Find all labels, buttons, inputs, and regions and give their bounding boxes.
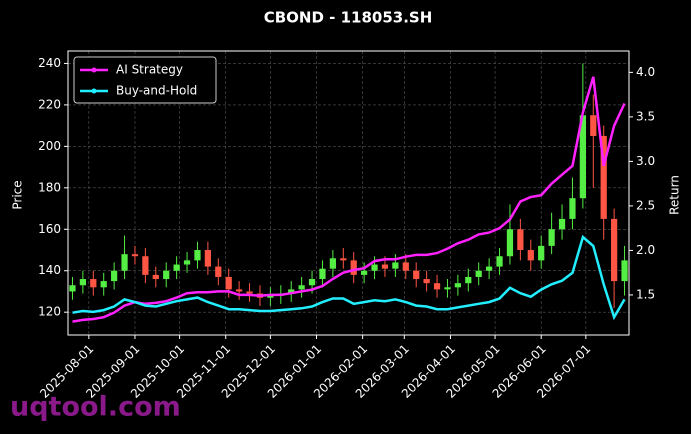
candle-body [111,270,118,282]
candle-body [465,276,472,284]
candle-body [433,283,441,290]
candle-body [288,289,295,294]
candle-body [558,218,566,230]
watermark: uqtool.com [10,392,181,423]
candle-body [236,289,243,292]
candle-body [371,264,378,271]
series-line [72,234,626,321]
candle-body [173,264,180,271]
y2-tick-label: 1.5 [636,287,655,301]
y-tick-label: 200 [38,139,61,153]
candle-body [579,115,586,199]
candle-body [340,258,347,261]
candle-body [267,295,274,298]
legend-label: Buy-and-Hold [116,84,197,98]
candle-body [225,276,232,290]
y2-axis-label: Return [668,175,682,215]
y-tick-label: 240 [38,56,61,70]
y-tick-label: 140 [38,263,61,277]
candle-body [215,266,222,277]
candle-body [121,254,128,271]
candle-body [496,256,503,267]
y-tick-label: 160 [38,222,61,236]
legend-label: AI Strategy [116,63,183,77]
plot-frame [67,50,630,336]
y-axis-label: Price [11,180,25,209]
candle-body [90,279,97,288]
candle-body [486,266,493,271]
y2-tick-label: 2.5 [636,198,655,212]
legend-box [73,56,217,104]
candle-body [152,274,159,280]
candle-body [506,229,514,257]
candle-body [183,260,191,265]
legend-marker [91,88,97,94]
candle-body [308,279,316,286]
candle-body [361,270,368,275]
candle-body [100,281,107,288]
legend-marker [91,67,97,73]
candle-body [454,283,461,288]
candle-body [350,260,357,275]
candle-body [527,250,534,261]
candle-body [621,260,628,282]
y2-tick-label: 4.0 [636,65,655,79]
candle-body [413,270,420,280]
candle-body [204,250,211,267]
y-tick-label: 120 [38,305,61,319]
candle-body [79,279,86,286]
candle-body [548,229,555,246]
candle-body [163,270,170,280]
legend: AI Strategy Buy-and-Hold [73,56,217,104]
candle-body [590,115,597,136]
candle-body [402,262,409,271]
candle-body [517,229,524,251]
candle-body [600,135,607,219]
candle-body [319,268,326,280]
y-tick-label: 180 [38,180,61,194]
y2-tick-label: 2.0 [636,243,655,257]
candle-body [475,270,482,277]
candle-body [392,262,399,269]
candle-body [142,256,149,275]
candle-body [569,198,576,219]
candle-body [538,245,545,261]
y2-tick-label: 3.5 [636,109,655,123]
candle-body [329,258,336,269]
series-line [72,76,626,323]
candle-body [246,291,253,294]
candle-body [131,254,139,257]
candle-body [381,264,389,269]
candle-body [69,285,76,292]
candle-body [611,218,618,282]
chart-title: CBOND - 118053.SH [264,9,433,27]
candle-body [423,279,430,284]
candle-body [298,285,305,290]
candle-body [194,250,201,261]
y-tick-label: 220 [38,97,61,111]
y2-tick-label: 3.0 [636,154,655,168]
candle-body [444,287,451,290]
